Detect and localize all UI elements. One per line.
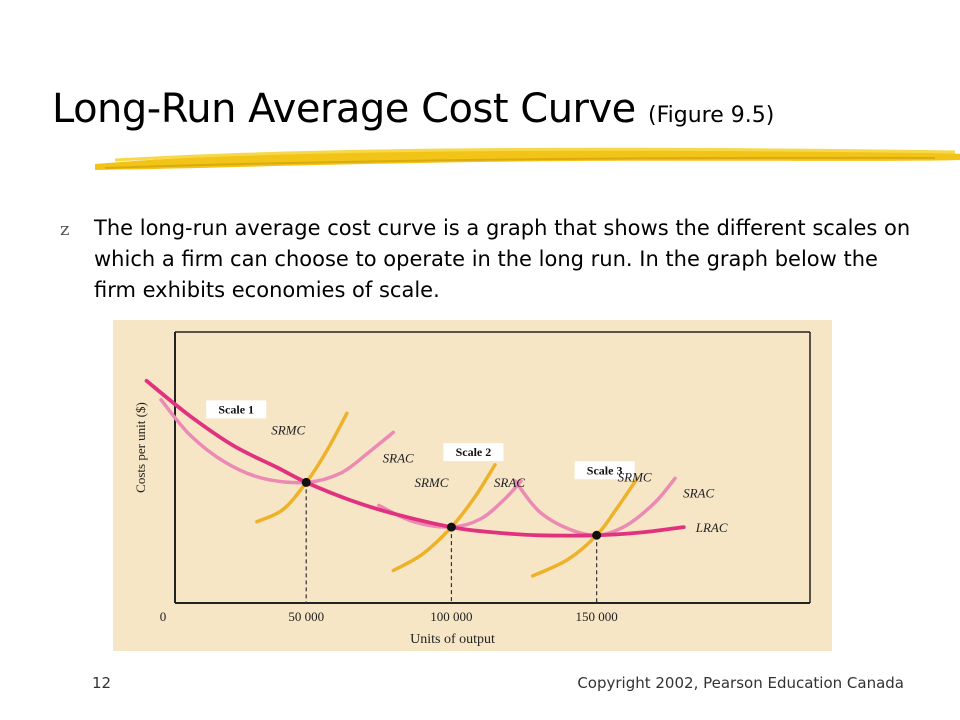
srmc-label-1: SRMC [271, 422, 305, 437]
tangency-point-1 [301, 477, 311, 487]
copyright-text: Copyright 2002, Pearson Education Canada [577, 674, 904, 692]
x-axis-label: Units of output [410, 632, 495, 647]
scale-label-2: Scale 2 [456, 445, 492, 459]
lrac-label: LRAC [695, 520, 728, 535]
x-tick-label-1: 50 000 [288, 609, 324, 624]
scale-label-3: Scale 3 [587, 463, 623, 477]
x-origin-label: 0 [160, 609, 167, 624]
title-figure-note: (Figure 9.5) [647, 103, 775, 128]
srac-curve-2 [377, 479, 523, 529]
srac-label-1: SRAC [383, 450, 414, 465]
x-tick-label-3: 150 000 [576, 609, 618, 624]
srac-label-2: SRAC [494, 475, 525, 490]
scale-label-1: Scale 1 [218, 402, 254, 416]
srmc-curves [255, 411, 640, 578]
srmc-label-3: SRMC [618, 469, 652, 484]
bullet-icon: z [60, 219, 70, 240]
bullet-text: The long-run average cost curve is a gra… [94, 216, 911, 302]
page-number: 12 [92, 674, 112, 692]
srac-curve-3 [513, 476, 677, 538]
optimal-points [301, 477, 602, 540]
scale-label-box-3 [574, 461, 635, 480]
scale-label-box-2 [443, 443, 504, 462]
y-axis-label: Costs per unit ($) [133, 402, 148, 493]
chart-guides [305, 482, 598, 603]
lrac-chart: 0 50 000 100 000 150 000 Units of output Cost… [113, 320, 832, 651]
chart-svg: 0 50 000 100 000 150 000 Units of output Cost… [133, 331, 811, 647]
title-underline [95, 147, 960, 170]
srac-curve-1 [159, 398, 396, 485]
tangency-point-3 [592, 530, 602, 540]
srac-label-3: SRAC [683, 485, 714, 500]
title-main: Long-Run Average Cost Curve [52, 86, 636, 132]
chart-axes [174, 331, 811, 604]
slide-title: Long-Run Average Cost Curve (Figure 9.5) [52, 86, 774, 132]
srmc-label-2: SRMC [414, 475, 448, 490]
chart-labels: 0 50 000 100 000 150 000 Units of output Cost… [133, 400, 728, 647]
tangency-point-2 [446, 522, 456, 532]
x-tick-label-2: 100 000 [430, 609, 472, 624]
scale-label-box-1 [206, 400, 267, 419]
